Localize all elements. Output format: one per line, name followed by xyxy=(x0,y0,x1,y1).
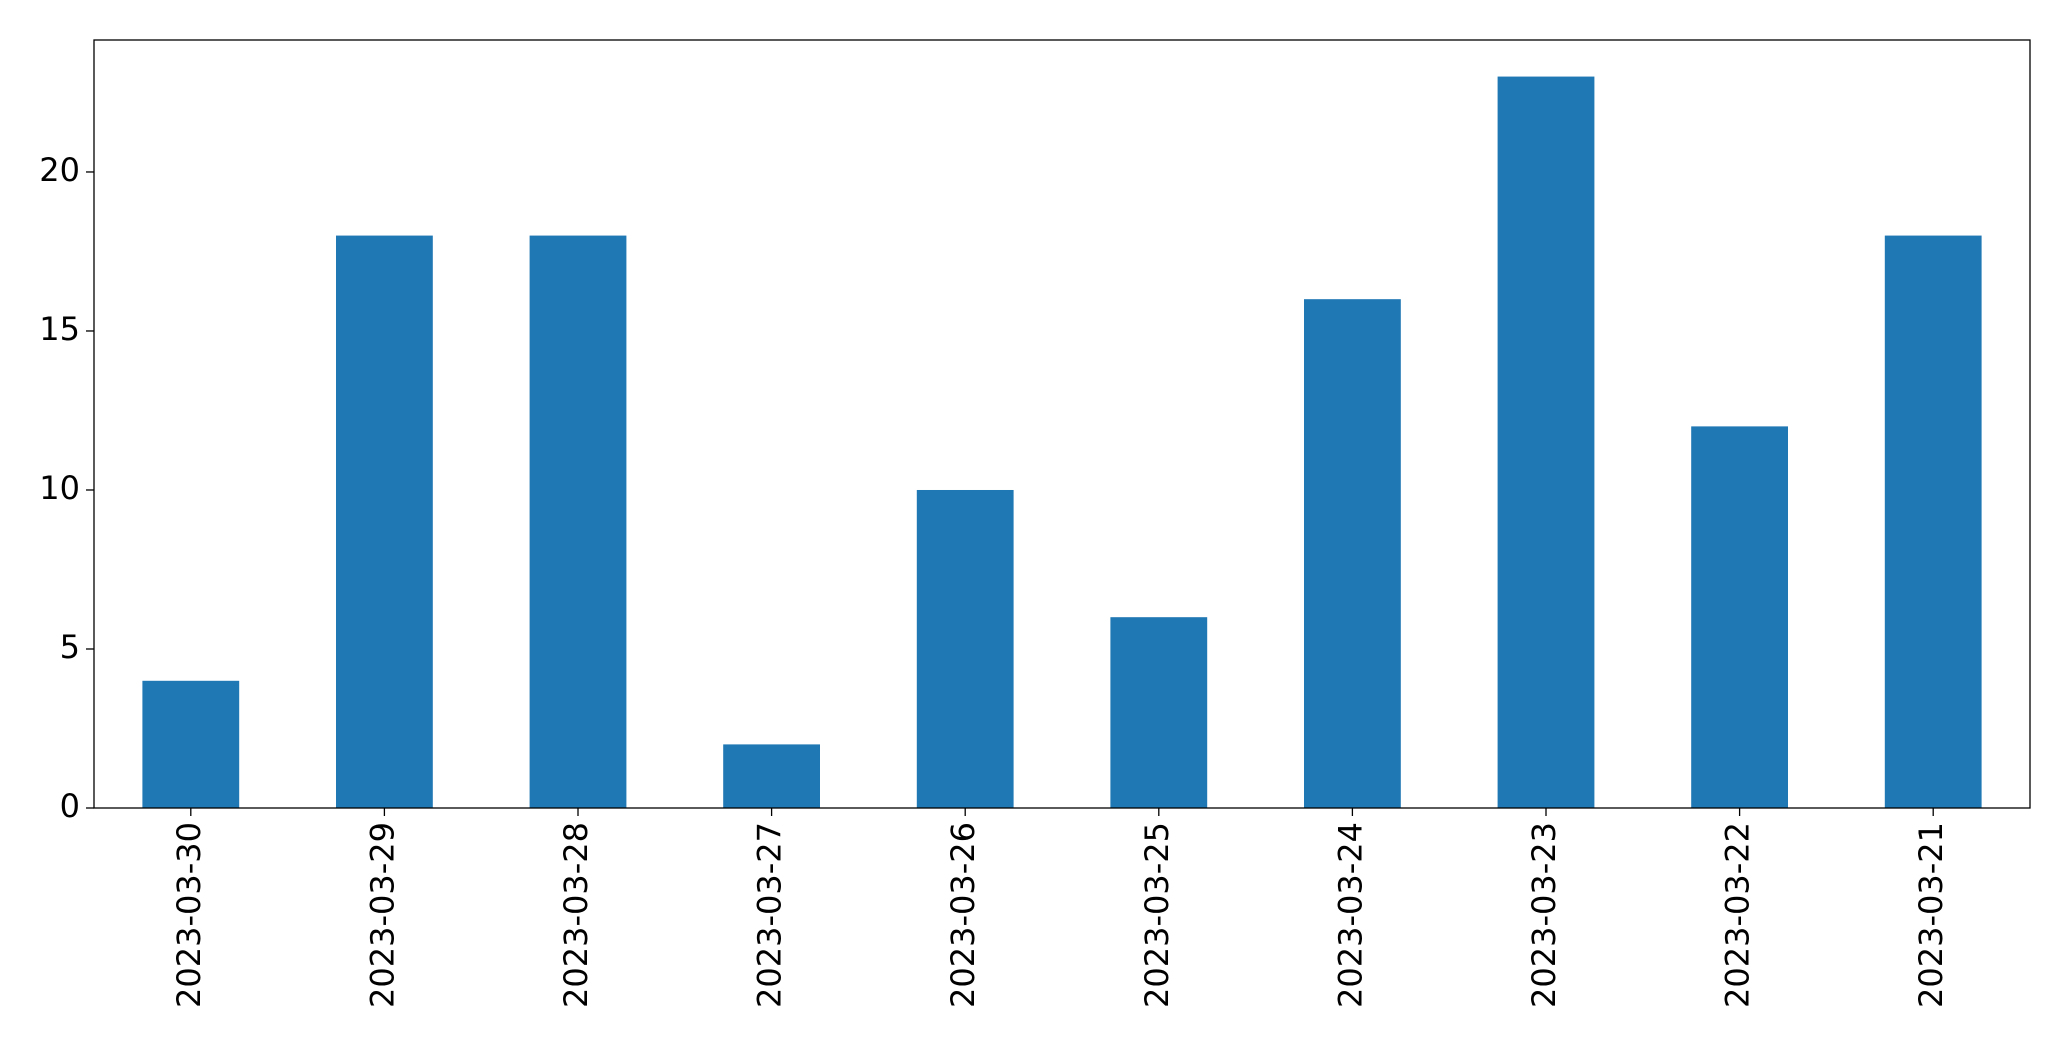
x-tick-label: 2023-03-29 xyxy=(363,822,401,1008)
y-tick-label: 20 xyxy=(39,151,80,189)
bar xyxy=(916,489,1014,808)
bar xyxy=(1691,426,1788,808)
bar xyxy=(1884,235,1982,808)
x-tick-label: 2023-03-27 xyxy=(751,822,789,1008)
bar xyxy=(336,235,433,808)
bar xyxy=(723,744,820,808)
x-tick-label: 2023-03-25 xyxy=(1138,822,1176,1008)
x-tick-label: 2023-03-30 xyxy=(170,822,208,1008)
y-tick-label: 15 xyxy=(39,310,80,348)
y-tick-label: 0 xyxy=(60,787,80,825)
x-tick-label: 2023-03-26 xyxy=(944,822,982,1008)
y-tick-label: 5 xyxy=(60,628,80,666)
x-tick-label: 2023-03-24 xyxy=(1331,822,1369,1008)
x-tick-label: 2023-03-21 xyxy=(1912,822,1950,1008)
bar xyxy=(529,235,627,808)
bar xyxy=(1497,76,1595,809)
axes-frame xyxy=(93,39,2031,809)
bar xyxy=(1110,617,1208,808)
x-tick-label: 2023-03-23 xyxy=(1525,822,1563,1008)
bar xyxy=(1304,299,1401,808)
x-tick-label: 2023-03-22 xyxy=(1719,822,1757,1008)
x-tick-label: 2023-03-28 xyxy=(557,822,595,1008)
bar xyxy=(142,680,240,808)
y-tick-label: 10 xyxy=(39,469,80,507)
